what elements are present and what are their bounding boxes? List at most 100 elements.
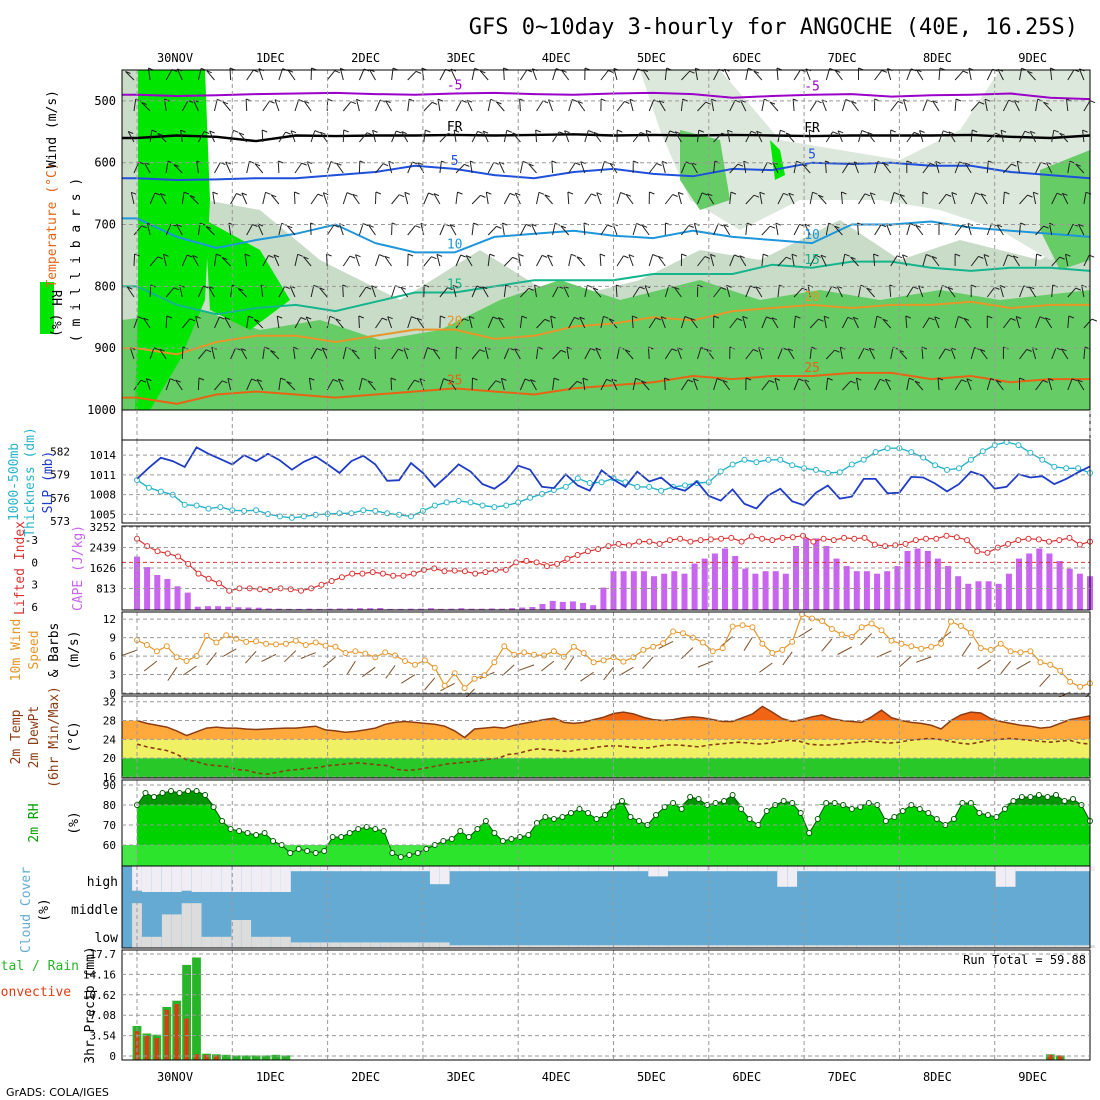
cloud-high-cell	[737, 866, 748, 872]
lifted-index-line-marker	[492, 566, 499, 573]
wind-barb	[391, 194, 400, 205]
wind-barb	[580, 161, 586, 165]
wind-barb	[571, 253, 577, 257]
convective-bar	[1048, 1054, 1053, 1060]
wind-barb	[1035, 316, 1041, 329]
cape-bar	[1036, 548, 1043, 610]
wind-barb	[793, 224, 800, 236]
cape-bar	[793, 546, 799, 610]
wind-barb	[596, 192, 602, 205]
rh2m-line-marker	[389, 850, 396, 856]
wind-barb	[423, 102, 433, 112]
wind-barb	[214, 254, 217, 267]
wind-barb	[536, 192, 540, 205]
cloud-mid-cell	[817, 945, 827, 948]
cape-bar	[711, 553, 718, 610]
cloud-high-cell	[290, 866, 301, 872]
wind-barb	[801, 163, 811, 174]
y-tick-thickness: 582	[50, 445, 70, 458]
wind-barb	[501, 377, 507, 381]
wind-barb	[947, 286, 954, 290]
cloud-mid-cell	[956, 945, 966, 948]
cape-bar	[346, 608, 353, 610]
wind-barb	[141, 102, 147, 105]
wind-barb	[1062, 192, 1068, 196]
rh2m-line-marker	[636, 818, 642, 824]
wind-barb	[745, 131, 752, 143]
cloud-mid-cell	[559, 945, 569, 948]
cloud-label: (%)	[37, 898, 52, 921]
wind-barb	[791, 254, 795, 267]
wind-barb	[658, 100, 665, 104]
wind-barb	[680, 379, 689, 391]
wind-barb	[290, 130, 296, 143]
wind-barb	[995, 380, 1004, 391]
wind-barb	[777, 130, 781, 143]
wind-speed-line-marker	[670, 628, 677, 635]
wind-barb	[769, 101, 776, 105]
cape-bar	[640, 571, 647, 610]
wind-barb	[698, 129, 704, 133]
wind-barb	[301, 162, 307, 166]
wind-barb	[334, 70, 340, 74]
convective-bar	[144, 1035, 150, 1060]
wind-barb	[203, 285, 209, 289]
wind-barb	[224, 317, 232, 329]
isotherm-line	[122, 371, 1090, 405]
wind-barb	[905, 315, 908, 329]
cloud-high-cell	[846, 866, 857, 872]
wind-barb	[165, 223, 172, 236]
wind-barb	[722, 380, 731, 391]
y-tick-rh: 80	[103, 799, 116, 812]
wind-barb	[537, 346, 544, 350]
wind-barb	[431, 101, 438, 105]
wind-barb	[964, 162, 972, 174]
wind-barb	[658, 100, 666, 112]
rh2m-line-marker	[1070, 796, 1076, 802]
wind-speed-line-marker	[620, 658, 627, 665]
rh2m-line-marker	[848, 806, 855, 812]
wind-barb	[756, 130, 763, 143]
precip-panel-frame	[121, 949, 1091, 1061]
wind-barb	[371, 285, 376, 298]
wind-barb	[1083, 100, 1091, 112]
cloud-mid-cell	[320, 942, 331, 948]
wind-barb	[674, 286, 680, 290]
wind-barb	[204, 131, 210, 134]
wind-barb	[471, 195, 481, 205]
cape-bar	[265, 608, 272, 610]
y-tick-pressure: 900	[94, 341, 116, 355]
wind-barb	[736, 318, 743, 321]
wind-barb	[882, 318, 892, 329]
wind-speed-line-marker	[263, 640, 270, 647]
rh-band	[122, 845, 1090, 866]
cloud-mid-cell	[221, 936, 232, 948]
cloud-mid-cell	[936, 945, 946, 948]
date-label-bottom: 8DEC	[923, 1070, 952, 1084]
wind-barb	[130, 192, 135, 205]
cloud-mid-cell	[628, 945, 639, 948]
wind-barb	[1015, 316, 1020, 329]
lifted-index-line-marker	[318, 581, 325, 588]
wind-barb	[661, 316, 667, 320]
wind-barb	[1051, 192, 1058, 205]
cape-bar	[1005, 573, 1012, 610]
rh2m-line-marker	[882, 818, 889, 824]
rh2m-line-marker	[627, 814, 634, 820]
wind-barb	[825, 349, 835, 360]
lifted-index-line-marker	[1035, 536, 1042, 543]
lifted-index-line-marker	[287, 586, 294, 593]
wind-barb	[544, 318, 550, 322]
cloud-mid-cell	[807, 945, 817, 948]
thickness-line-marker	[443, 499, 450, 506]
cape-bar	[154, 575, 161, 610]
cape-bar	[174, 586, 181, 610]
wind-barb	[967, 223, 972, 236]
wind-speed-line-marker	[1047, 661, 1054, 668]
wind-barb	[298, 99, 304, 103]
wind-barb	[522, 160, 529, 164]
thickness-line-marker	[539, 490, 545, 497]
wind-barb	[758, 347, 763, 360]
thickness-line-marker	[253, 507, 260, 514]
thickness-line-marker	[920, 454, 927, 461]
